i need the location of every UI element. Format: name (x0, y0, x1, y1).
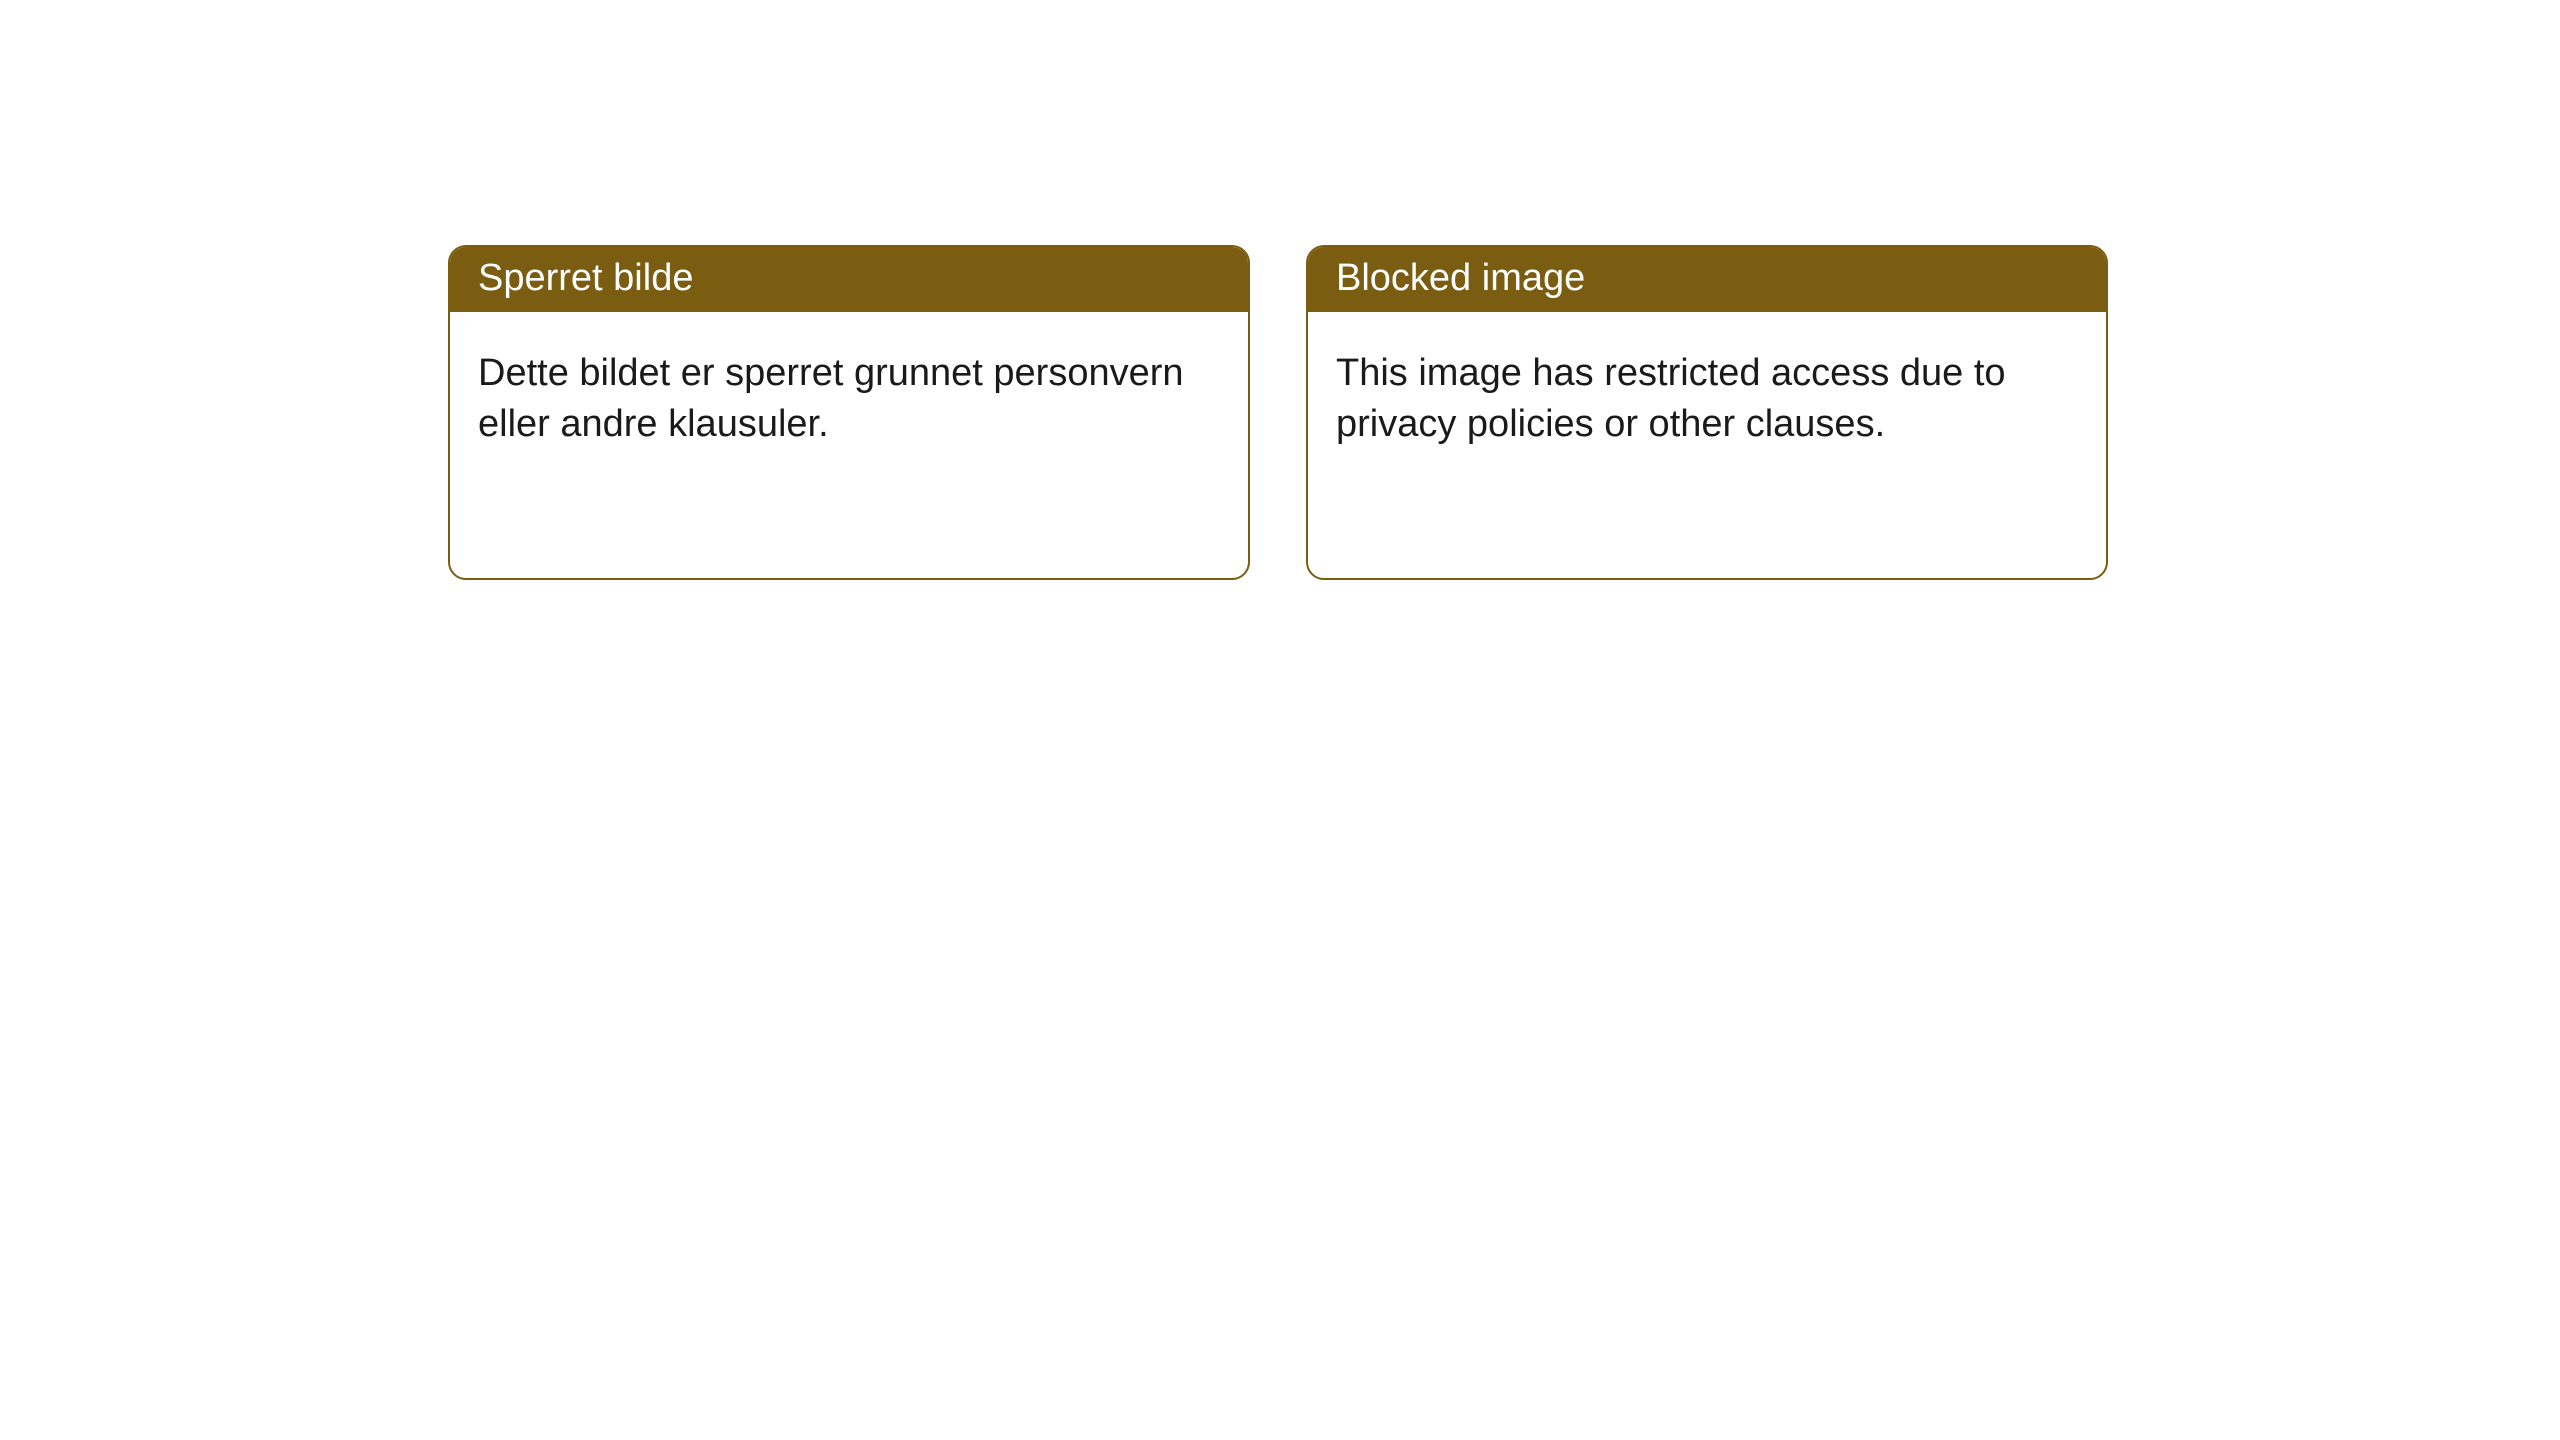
notice-body: This image has restricted access due to … (1308, 312, 2106, 487)
notice-body: Dette bildet er sperret grunnet personve… (450, 312, 1248, 487)
notice-title: Blocked image (1308, 247, 2106, 312)
notice-card-norwegian: Sperret bilde Dette bildet er sperret gr… (448, 245, 1250, 580)
notice-title: Sperret bilde (450, 247, 1248, 312)
notice-container: Sperret bilde Dette bildet er sperret gr… (448, 245, 2108, 580)
notice-card-english: Blocked image This image has restricted … (1306, 245, 2108, 580)
